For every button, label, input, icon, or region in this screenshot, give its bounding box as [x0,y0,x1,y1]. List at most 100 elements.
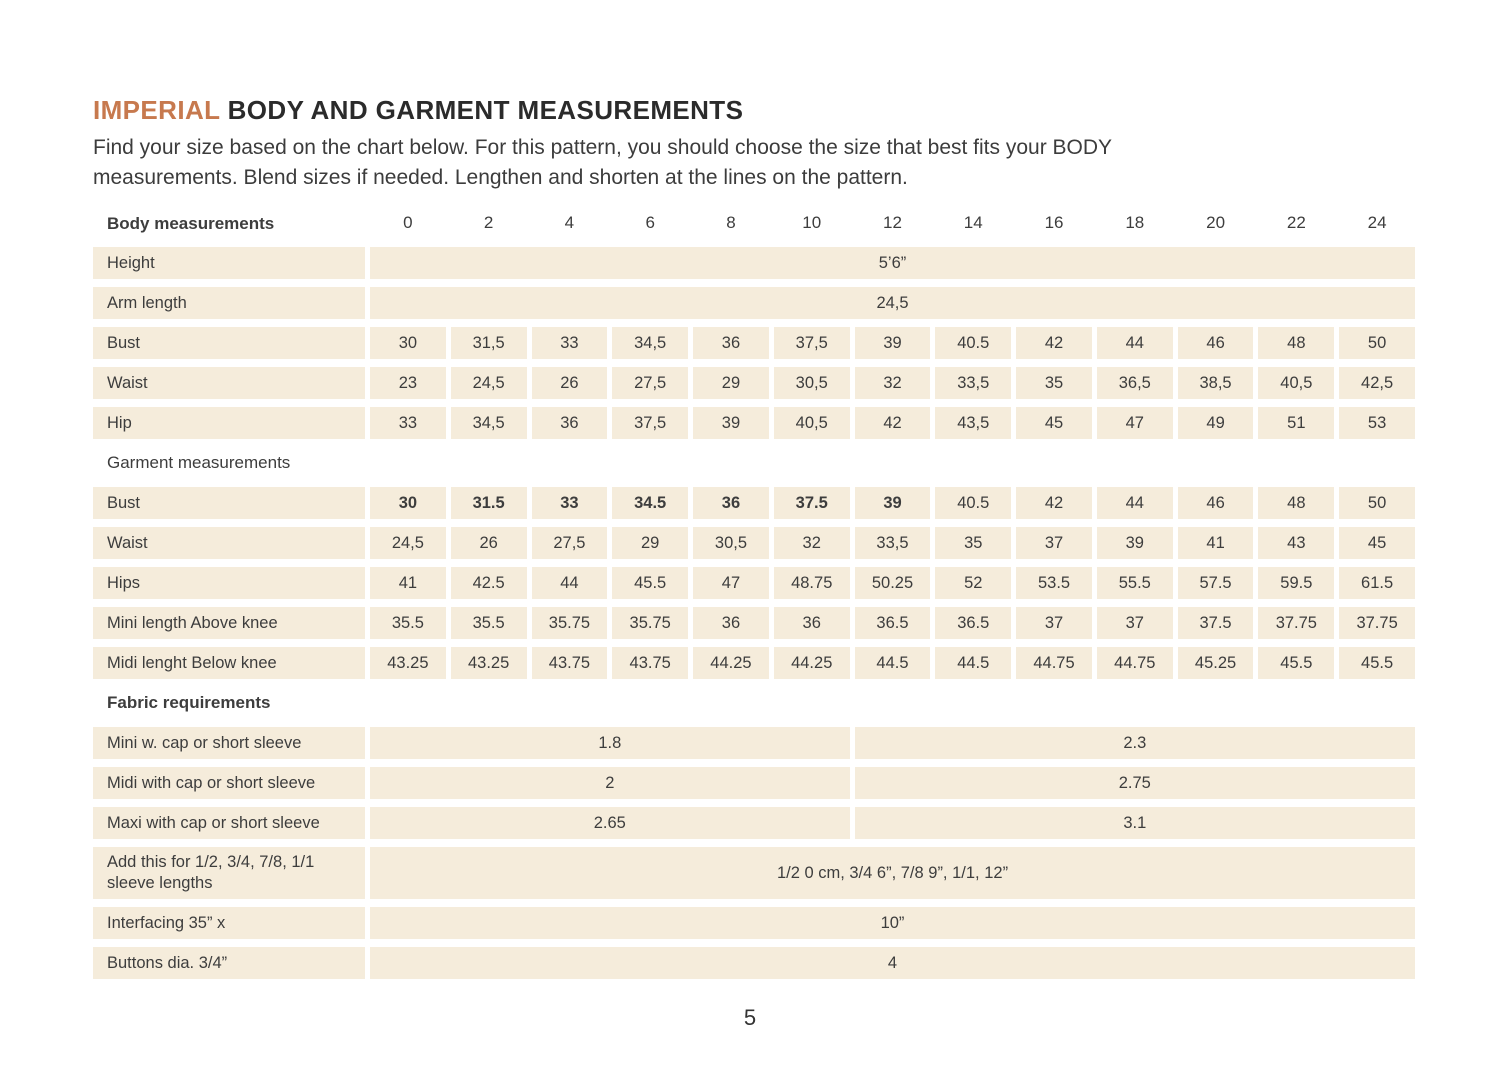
measurement-cell: 45.5 [612,567,689,599]
measurement-cell: 40,5 [1258,367,1335,399]
size-column-header: 4 [564,213,575,232]
size-column-header: 0 [403,213,413,232]
size-column-header: 10 [802,213,822,232]
row-label: Height [93,247,365,279]
measurement-cell: 35.5 [370,607,446,639]
subtitle-line-1: Find your size based on the chart below.… [93,136,1113,159]
span-value-cell: 4 [370,947,1415,979]
measurement-cell: 43,5 [935,407,1012,439]
measurement-cell: 48 [1258,327,1335,359]
measurement-cell: 44 [1096,327,1173,359]
measurement-cell: 42.5 [450,567,527,599]
measurement-cell: 46 [1177,327,1254,359]
row-label: Mini length Above knee [93,607,365,639]
measurement-cell: 39 [1096,527,1173,559]
page-title: IMPERIAL BODY AND GARMENT MEASUREMENTS [93,95,1415,126]
row-label: Bust [93,487,365,519]
measurement-cell: 44.5 [854,647,931,679]
row-label: Buttons dia. 3/4” [93,947,365,979]
measurement-cell: 37,5 [773,327,850,359]
measurement-cell: 33,5 [854,527,931,559]
row-label: Interfacing 35” x [93,907,365,939]
measurement-cell: 41 [370,567,446,599]
measurement-cell: 31.5 [450,487,527,519]
span-value-cell: 10” [370,907,1415,939]
measurement-cell: 55.5 [1096,567,1173,599]
span-value-cell: 2.65 [370,807,850,839]
page-number: 5 [743,1005,757,1030]
span-value-cell: 2 [370,767,850,799]
measurement-cell: 27,5 [531,527,608,559]
size-column-header: 20 [1206,213,1226,232]
measurement-cell: 39 [854,487,931,519]
measurement-cell: 35 [1016,367,1092,399]
measurement-cell: 50 [1339,487,1415,519]
measurement-cell: 32 [773,527,850,559]
row-label: Maxi with cap or short sleeve [93,807,365,839]
measurement-cell: 40,5 [773,407,850,439]
measurement-cell: 40.5 [935,327,1012,359]
span-value-cell: 2.75 [854,767,1415,799]
measurement-cell: 44.75 [1016,647,1092,679]
column-header-body-measurements: Body measurements [107,213,275,233]
measurement-cell: 33 [370,407,446,439]
measurement-cell: 43.25 [450,647,527,679]
measurement-cell: 41 [1177,527,1254,559]
measurement-cell: 35.75 [531,607,608,639]
row-label: Mini w. cap or short sleeve [93,727,365,759]
row-label: Arm length [93,287,365,319]
measurement-cell: 44 [531,567,608,599]
measurement-cell: 35.75 [612,607,689,639]
measurement-cell: 36 [693,327,769,359]
measurement-cell: 51 [1258,407,1335,439]
measurement-cell: 34.5 [612,487,689,519]
measurement-cell: 42 [854,407,931,439]
measurement-cell: 49 [1177,407,1254,439]
measurement-cell: 37.5 [1177,607,1254,639]
measurement-cell: 43.75 [531,647,608,679]
measurement-cell: 44.75 [1096,647,1173,679]
measurement-cell: 37,5 [612,407,689,439]
size-column-header: 18 [1125,213,1145,232]
measurement-cell: 45 [1339,527,1415,559]
measurement-cell: 43.25 [370,647,446,679]
size-column-header: 6 [645,213,655,232]
measurement-cell: 47 [1096,407,1173,439]
measurement-cell: 36 [693,607,769,639]
size-column-header: 24 [1367,213,1387,232]
size-column-header: 12 [883,213,902,232]
measurement-cell: 46 [1177,487,1254,519]
measurement-cell: 50.25 [854,567,931,599]
measurement-cell: 37.5 [773,487,850,519]
measurement-cell: 37.75 [1258,607,1335,639]
measurement-cell: 39 [693,407,769,439]
measurement-cell: 52 [935,567,1012,599]
measurement-cell: 36,5 [1096,367,1173,399]
measurement-cell: 33,5 [935,367,1012,399]
measurement-cell: 42,5 [1339,367,1415,399]
size-column-header: 8 [726,213,736,232]
measurement-cell: 42 [1016,487,1092,519]
measurement-cell: 35 [935,527,1012,559]
measurement-cell: 29 [693,367,769,399]
measurement-cell: 36.5 [935,607,1012,639]
measurement-cell: 39 [854,327,931,359]
measurement-cell: 34,5 [612,327,689,359]
size-column-header: 2 [483,213,494,232]
measurement-cell: 44.5 [935,647,1012,679]
span-value-cell: 1.8 [370,727,850,759]
span-value-cell: 3.1 [854,807,1415,839]
row-label: Waist [93,527,365,559]
measurement-cell: 50 [1339,327,1415,359]
measurement-cell: 36.5 [854,607,931,639]
measurement-cell: 24,5 [450,367,527,399]
measurement-cell: 37 [1096,607,1173,639]
row-label: Waist [93,367,365,399]
page-title-rest: BODY AND GARMENT MEASUREMENTS [219,95,744,125]
measurement-cell: 45.25 [1177,647,1254,679]
measurement-cell: 32 [854,367,931,399]
section-heading: Fabric requirements [107,693,271,712]
span-value-cell: 2.3 [854,727,1415,759]
subtitle-line-2: measurements. Blend sizes if needed. Len… [93,166,908,189]
measurement-cell: 33 [531,487,608,519]
